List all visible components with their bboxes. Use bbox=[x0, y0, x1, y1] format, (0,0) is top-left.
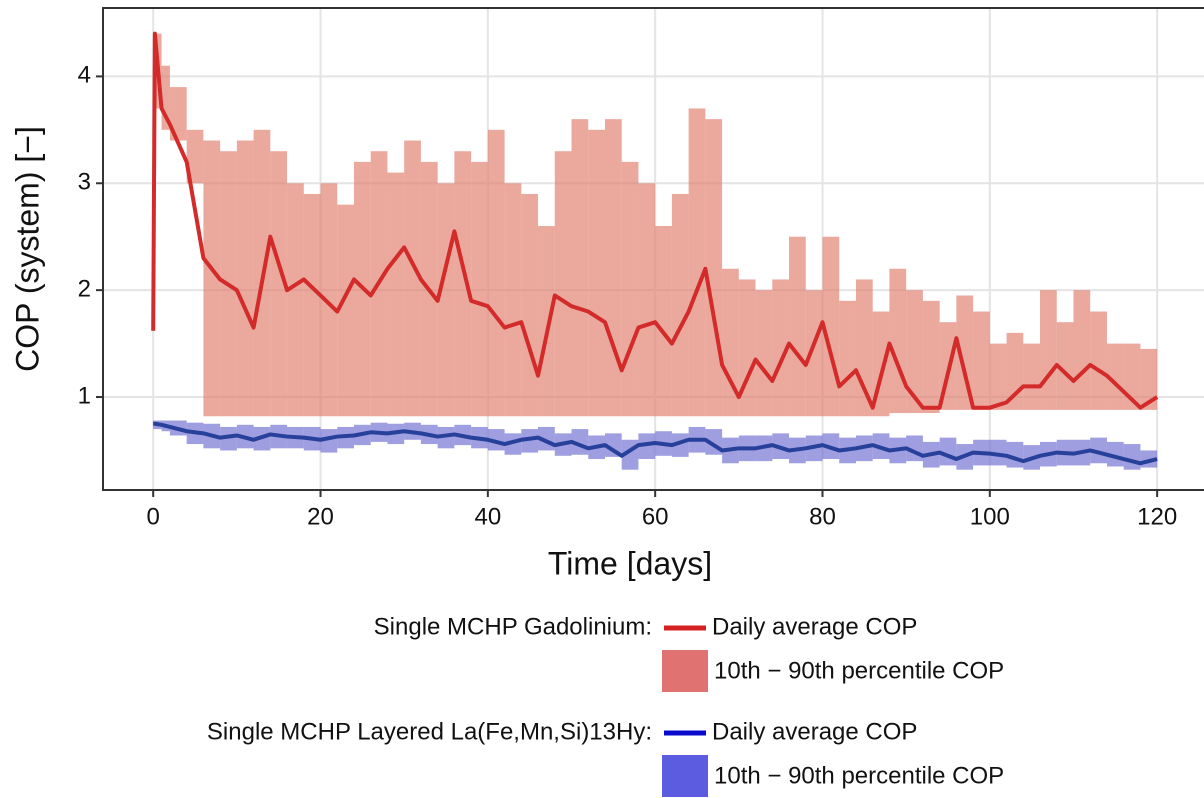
percentile-band bbox=[1140, 348, 1158, 410]
percentile-band bbox=[521, 193, 539, 417]
percentile-band bbox=[320, 429, 338, 453]
percentile-band bbox=[738, 279, 756, 417]
x-axis-title: Time [days] bbox=[548, 545, 712, 581]
x-tick-label: 100 bbox=[970, 503, 1010, 530]
x-tick-label: 120 bbox=[1137, 503, 1177, 530]
percentile-band bbox=[404, 140, 421, 417]
percentile-band bbox=[471, 161, 488, 417]
percentile-band bbox=[688, 108, 706, 417]
percentile-band bbox=[755, 290, 773, 417]
percentile-band bbox=[186, 129, 204, 184]
percentile-band bbox=[571, 119, 589, 417]
percentile-band bbox=[487, 129, 505, 417]
percentile-band bbox=[989, 343, 1007, 410]
percentile-band bbox=[1090, 311, 1107, 410]
percentile-band bbox=[638, 183, 656, 417]
plot-frame bbox=[102, 7, 1204, 491]
percentile-band bbox=[1106, 343, 1124, 410]
percentile-band bbox=[1090, 437, 1107, 464]
x-tick-label: 80 bbox=[809, 503, 836, 530]
y-tick-label: 1 bbox=[78, 382, 91, 409]
percentile-band bbox=[604, 119, 622, 417]
percentile-band bbox=[621, 161, 639, 417]
percentile-band bbox=[504, 433, 522, 455]
percentile-band bbox=[956, 295, 974, 410]
legend-band-swatch bbox=[662, 755, 708, 797]
y-tick-label: 4 bbox=[78, 62, 91, 89]
percentile-band bbox=[772, 279, 790, 417]
x-tick-label: 0 bbox=[147, 503, 160, 530]
percentile-band bbox=[973, 311, 990, 410]
percentile-band bbox=[1040, 290, 1057, 410]
percentile-band bbox=[989, 439, 1007, 466]
x-tick-label: 60 bbox=[642, 503, 669, 530]
percentile-band bbox=[236, 140, 254, 417]
percentile-band bbox=[437, 426, 455, 449]
percentile-band bbox=[855, 279, 873, 417]
percentile-band bbox=[922, 300, 940, 414]
percentile-band bbox=[805, 290, 823, 417]
percentile-band bbox=[437, 183, 455, 417]
percentile-band bbox=[1106, 441, 1124, 467]
percentile-band bbox=[638, 433, 656, 460]
percentile-band bbox=[889, 268, 907, 414]
percentile-band bbox=[521, 429, 539, 453]
percentile-band bbox=[1123, 444, 1141, 470]
percentile-band bbox=[671, 193, 689, 417]
average-line bbox=[152, 421, 1158, 466]
percentile-band bbox=[337, 204, 354, 417]
x-tick-label: 20 bbox=[307, 503, 334, 530]
percentile-band bbox=[220, 426, 237, 451]
percentile-band bbox=[554, 151, 572, 417]
legend-label: 10th − 90th percentile COP bbox=[714, 657, 1004, 684]
average-line bbox=[151, 31, 1159, 410]
percentile-band bbox=[705, 119, 723, 417]
legend-band-swatch bbox=[662, 650, 708, 692]
legend-label: Daily average COP bbox=[712, 718, 917, 745]
percentile-band bbox=[588, 129, 605, 417]
y-tick-label: 3 bbox=[78, 169, 91, 196]
x-tick-label: 40 bbox=[474, 503, 501, 530]
percentile-band bbox=[287, 183, 304, 417]
percentile-band bbox=[203, 140, 221, 417]
percentile-band bbox=[906, 290, 923, 414]
percentile-band bbox=[169, 87, 187, 141]
percentile-band bbox=[454, 151, 472, 417]
percentile-band bbox=[1056, 322, 1074, 410]
legend-group-title: Single MCHP Layered La(Fe,Mn,Si)13Hy: bbox=[207, 718, 652, 745]
percentile-band bbox=[1023, 343, 1041, 410]
percentile-band bbox=[655, 226, 672, 417]
percentile-band bbox=[504, 183, 522, 417]
percentile-band bbox=[387, 172, 405, 417]
percentile-band bbox=[320, 183, 338, 417]
percentile-band bbox=[839, 300, 856, 417]
legend-label: Daily average COP bbox=[712, 613, 917, 640]
legend-label: 10th − 90th percentile COP bbox=[714, 762, 1004, 789]
legend-group-title: Single MCHP Gadolinium: bbox=[374, 613, 652, 640]
percentile-band bbox=[789, 236, 806, 417]
y-tick-label: 2 bbox=[78, 275, 91, 302]
percentile-band bbox=[303, 193, 321, 417]
percentile-band bbox=[487, 429, 505, 451]
percentile-band bbox=[270, 151, 288, 417]
percentile-band bbox=[161, 65, 170, 130]
percentile-band bbox=[722, 268, 739, 417]
y-axis-title: COP (system) [−] bbox=[9, 126, 45, 372]
percentile-band bbox=[1073, 290, 1091, 410]
percentile-band bbox=[538, 226, 555, 417]
